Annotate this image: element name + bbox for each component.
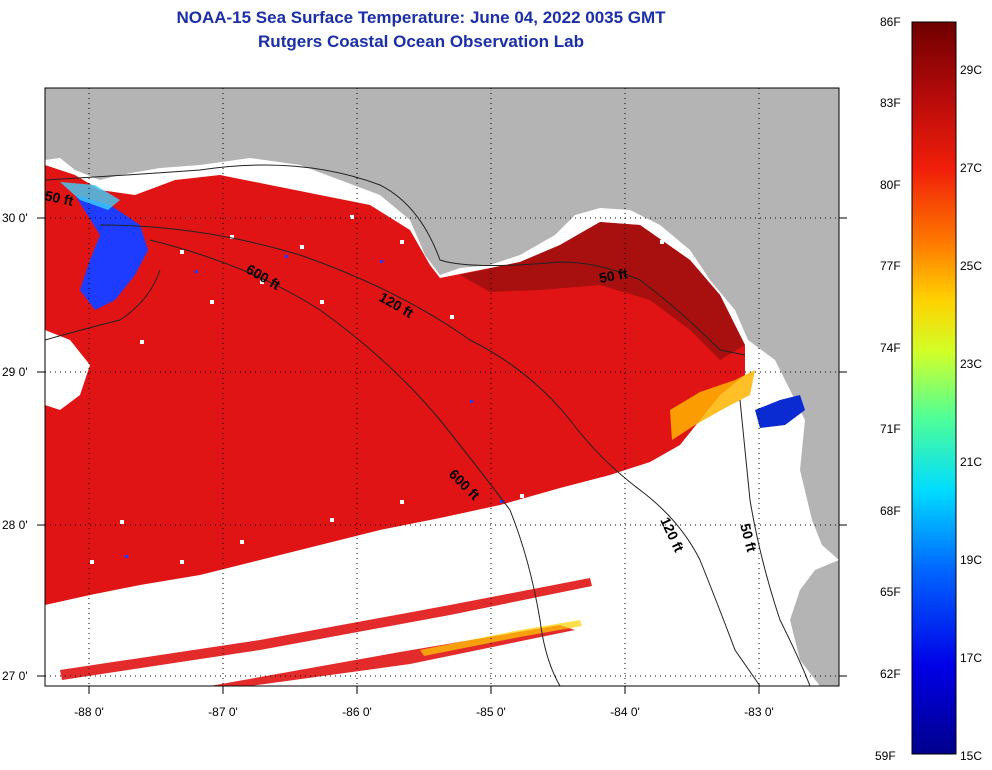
cb-c-15: 15C [960, 749, 982, 763]
cb-f-77: 77F [880, 259, 901, 273]
lat-label-30: 30 0' [2, 211, 28, 225]
contour-120ft [99, 224, 761, 686]
cb-c-17: 17C [960, 651, 982, 665]
contour-50ft-east [739, 399, 811, 686]
cb-c-27: 27C [960, 161, 982, 175]
land-mass-south [790, 560, 839, 686]
cb-f-80: 80F [880, 178, 901, 192]
contour-shelf-west [45, 269, 161, 341]
lat-label-27: 27 0' [2, 669, 28, 683]
land-mass [45, 88, 839, 560]
lat-label-29: 29 0' [2, 365, 28, 379]
cold-patch-east [755, 395, 805, 428]
lon-label-86: -86 0' [342, 705, 372, 719]
cb-f-86: 86F [880, 15, 901, 29]
colorbar-f-labels: 86F 83F 80F 77F 74F 71F 68F 65F 62F 59F [875, 15, 901, 763]
lon-label-88: -88 0' [74, 705, 104, 719]
cb-c-21: 21C [960, 455, 982, 469]
cb-c-23: 23C [960, 357, 982, 371]
colorbar-c-labels: 29C 27C 25C 23C 21C 19C 17C 15C [960, 63, 982, 763]
lon-label-84: -84 0' [610, 705, 640, 719]
cb-f-83: 83F [880, 96, 901, 110]
axis-ticks [37, 217, 847, 694]
lon-label-83: -83 0' [744, 705, 774, 719]
contour-50ft [45, 164, 746, 356]
cb-f-74: 74F [880, 341, 901, 355]
sst-swath-stripe-1 [60, 578, 592, 680]
cb-c-25: 25C [960, 259, 982, 273]
cool-fringe-west [60, 182, 120, 210]
map-title: NOAA-15 Sea Surface Temperature: June 04… [176, 8, 666, 27]
bathymetry-contours [45, 164, 811, 686]
contour-label-50ft-south: 50 ft [737, 522, 760, 554]
contour-label-50ft-east: 50 ft [598, 265, 629, 286]
cold-water-patch-west [75, 195, 148, 310]
cloud-gap-band [45, 510, 620, 665]
cloud-speckle [90, 210, 664, 564]
cb-f-62: 62F [880, 667, 901, 681]
lon-label-87: -87 0' [208, 705, 238, 719]
cloud-gap-west [45, 330, 90, 410]
lat-label-28: 28 0' [2, 518, 28, 532]
map-border [44, 87, 840, 687]
cb-f-68: 68F [880, 504, 901, 518]
colorbar [911, 21, 957, 755]
cool-speckle [125, 255, 503, 558]
hot-water-region [460, 222, 745, 360]
map-subtitle: Rutgers Coastal Ocean Observation Lab [258, 32, 584, 51]
cb-f-65: 65F [880, 585, 901, 599]
cb-f-71: 71F [880, 422, 901, 436]
contour-label-50ft-west: 50 ft [43, 187, 75, 209]
cb-c-29: 29C [960, 63, 982, 77]
cb-c-19: 19C [960, 553, 982, 567]
lon-label-85: -85 0' [476, 705, 506, 719]
contour-600ft [149, 239, 561, 686]
cool-fringe-east [670, 370, 755, 440]
cb-f-59: 59F [875, 749, 896, 763]
